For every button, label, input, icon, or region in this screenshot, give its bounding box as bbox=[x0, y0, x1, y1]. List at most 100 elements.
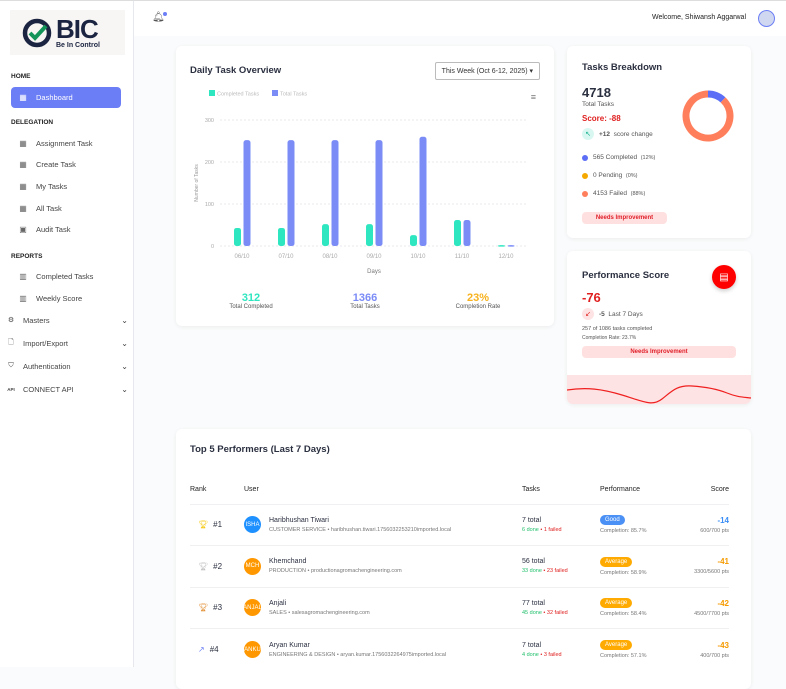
bar-total[interactable] bbox=[507, 245, 515, 247]
menu-icon[interactable]: ≡ bbox=[530, 92, 536, 102]
sidebar-item-dashboard[interactable]: ▦ Dashboard bbox=[11, 87, 121, 108]
score-value: -41 bbox=[717, 557, 729, 567]
sidebar-group-masters[interactable]: ⚙ Masters ⌄ bbox=[6, 311, 128, 329]
column-header: Tasks bbox=[522, 486, 540, 494]
legend-pct: (12%) bbox=[640, 154, 656, 161]
donut-slice[interactable] bbox=[707, 90, 726, 103]
performance-sparkline bbox=[567, 375, 751, 404]
legend-label: 565 Completed bbox=[593, 154, 638, 161]
sidebar-item-label: Weekly Score bbox=[36, 294, 83, 303]
sidebar-item-assignment-task[interactable]: ▦ Assignment Task bbox=[11, 133, 121, 154]
welcome-text: Welcome, Shiwansh Aggarwal bbox=[651, 14, 746, 21]
week-range-select[interactable]: This Week (Oct 6-12, 2025) ▾ bbox=[434, 62, 540, 80]
bar-completed[interactable] bbox=[322, 224, 329, 246]
brand-name: BIC bbox=[56, 14, 99, 44]
total-tasks-value: 4718 bbox=[582, 85, 611, 100]
bar-total[interactable] bbox=[463, 219, 471, 246]
bar-total[interactable] bbox=[287, 140, 295, 246]
sidebar-group-connect-api[interactable]: API CONNECT API ⌄ bbox=[6, 380, 128, 398]
user-name: Haribhushan Tiwari bbox=[269, 516, 329, 524]
user-avatar[interactable] bbox=[758, 10, 775, 27]
x-tick-label: 06/10 bbox=[234, 254, 250, 260]
bar-total[interactable] bbox=[419, 136, 427, 246]
table-row[interactable]: 🏆︎ #1 ISHA Haribhushan Tiwari CUSTOMER SERV… bbox=[190, 503, 729, 546]
top-header: 🔔︎ Welcome, Shiwansh Aggarwal bbox=[134, 1, 786, 36]
sidebar: BIC Be In Control HOME ▦ Dashboard DELEGAT… bbox=[0, 1, 134, 667]
donut-slice[interactable] bbox=[682, 90, 734, 142]
stat-value: 312 bbox=[241, 292, 261, 304]
clipboard-icon[interactable]: ▤ bbox=[712, 265, 736, 289]
bar-completed[interactable] bbox=[366, 224, 373, 246]
legend-label[interactable]: Total Tasks bbox=[280, 92, 307, 98]
avatar: ANJAL bbox=[244, 599, 261, 617]
stat-value: 1366 bbox=[352, 292, 378, 304]
performance-change: ↙ -5 Last 7 Days bbox=[582, 308, 643, 320]
bar-completed[interactable] bbox=[454, 219, 461, 246]
sidebar-item-my-tasks[interactable]: ▦ My Tasks bbox=[11, 176, 121, 197]
sidebar-group-label: Authentication bbox=[23, 361, 71, 371]
sidebar-group-import-export[interactable]: 🗋 Import/Export ⌄ bbox=[6, 334, 128, 352]
caret-down-icon: ▾ bbox=[529, 68, 533, 75]
trophy-gold-icon: 🏆︎ bbox=[198, 520, 209, 530]
logo[interactable]: BIC Be In Control bbox=[10, 10, 125, 55]
performance-badge: Good bbox=[600, 515, 625, 526]
performance-badge: Average bbox=[600, 556, 633, 567]
completion-text: Completion: 58.9% bbox=[600, 569, 647, 576]
trophy-silver-icon: 🏆︎ bbox=[198, 561, 209, 571]
bar-total[interactable] bbox=[243, 140, 251, 246]
tasks-done: 6 done bbox=[522, 526, 539, 533]
sidebar-group-label: Import/Export bbox=[23, 338, 69, 348]
sidebar-item-weekly-score[interactable]: ▥ Weekly Score bbox=[11, 288, 121, 309]
legend-label: 0 Pending bbox=[593, 172, 623, 179]
score-value: -14 bbox=[717, 515, 729, 525]
sidebar-group-label: Masters bbox=[23, 315, 50, 325]
rank: #4 bbox=[209, 645, 219, 654]
legend-pending: 0 Pending (0%) bbox=[582, 172, 655, 179]
change-label: Last 7 Days bbox=[608, 310, 643, 318]
chevron-down-icon: ⌄ bbox=[121, 338, 128, 348]
stat-total-completed: 312 Total Completed bbox=[201, 292, 301, 310]
y-tick-label: 200 bbox=[205, 160, 214, 166]
bar-total[interactable] bbox=[375, 140, 383, 246]
sidebar-item-completed-tasks[interactable]: ▥ Completed Tasks bbox=[11, 266, 121, 287]
sidebar-group-authentication[interactable]: ⛉ Authentication ⌄ bbox=[6, 357, 128, 375]
grid-icon: ▦ bbox=[19, 182, 27, 191]
legend-pct: (0%) bbox=[625, 172, 638, 179]
chevron-down-icon: ⌄ bbox=[121, 384, 128, 394]
tasks-failed: 23 failed bbox=[546, 568, 568, 575]
stat-label: Total Completed bbox=[229, 304, 273, 310]
sidebar-item-label: Audit Task bbox=[36, 225, 71, 234]
user-meta: PRODUCTION • productionagromachengineeri… bbox=[269, 568, 402, 575]
card-title: Daily Task Overview bbox=[190, 65, 282, 76]
x-tick-label: 12/10 bbox=[498, 254, 514, 260]
bar-total[interactable] bbox=[331, 140, 339, 246]
table-row[interactable]: 🏆︎ #2 MCH Khemchand PRODUCTION • production… bbox=[190, 545, 729, 587]
sidebar-item-audit-task[interactable]: ▣ Audit Task bbox=[11, 219, 121, 240]
bar-completed[interactable] bbox=[498, 245, 505, 247]
bar-completed[interactable] bbox=[234, 227, 241, 246]
legend-label[interactable]: Completed Tasks bbox=[217, 92, 259, 98]
user-meta: ENGINEERING & DESIGN • aryan.kumar.17560… bbox=[269, 651, 447, 658]
section-home: HOME bbox=[11, 73, 31, 80]
sidebar-item-all-task[interactable]: ▦ All Task bbox=[11, 198, 121, 219]
bar-completed[interactable] bbox=[278, 227, 285, 246]
score-value: Score: -88 bbox=[582, 114, 621, 123]
column-header: Rank bbox=[190, 486, 207, 494]
table-row[interactable]: 🏆︎ #3 ANJAL Anjali SALES • salesagromacheng… bbox=[190, 586, 729, 629]
sidebar-item-label: Assignment Task bbox=[36, 139, 93, 148]
performance-badge: Average bbox=[600, 598, 633, 609]
card-title: Top 5 Performers (Last 7 Days) bbox=[190, 444, 330, 455]
y-tick-label: 300 bbox=[205, 118, 214, 124]
bell-icon[interactable]: 🔔︎ bbox=[152, 12, 167, 23]
y-axis-label: Number of Tasks bbox=[194, 164, 200, 202]
score-value: -42 bbox=[717, 598, 729, 608]
completion-text: Completion: 57.1% bbox=[600, 653, 647, 659]
trend-up-icon: ↗ bbox=[198, 645, 205, 654]
stat-label: Total Tasks bbox=[350, 304, 380, 310]
total-tasks-label: Total Tasks bbox=[582, 101, 615, 108]
avatar: MCH bbox=[244, 557, 261, 575]
chevron-down-icon: ⌄ bbox=[121, 315, 128, 325]
sidebar-item-create-task[interactable]: ▦ Create Task bbox=[11, 154, 121, 175]
table-row[interactable]: ↗ #4 ANKU Aryan Kumar ENGINEERING & DESIGN … bbox=[190, 628, 729, 670]
bar-completed[interactable] bbox=[410, 235, 417, 246]
